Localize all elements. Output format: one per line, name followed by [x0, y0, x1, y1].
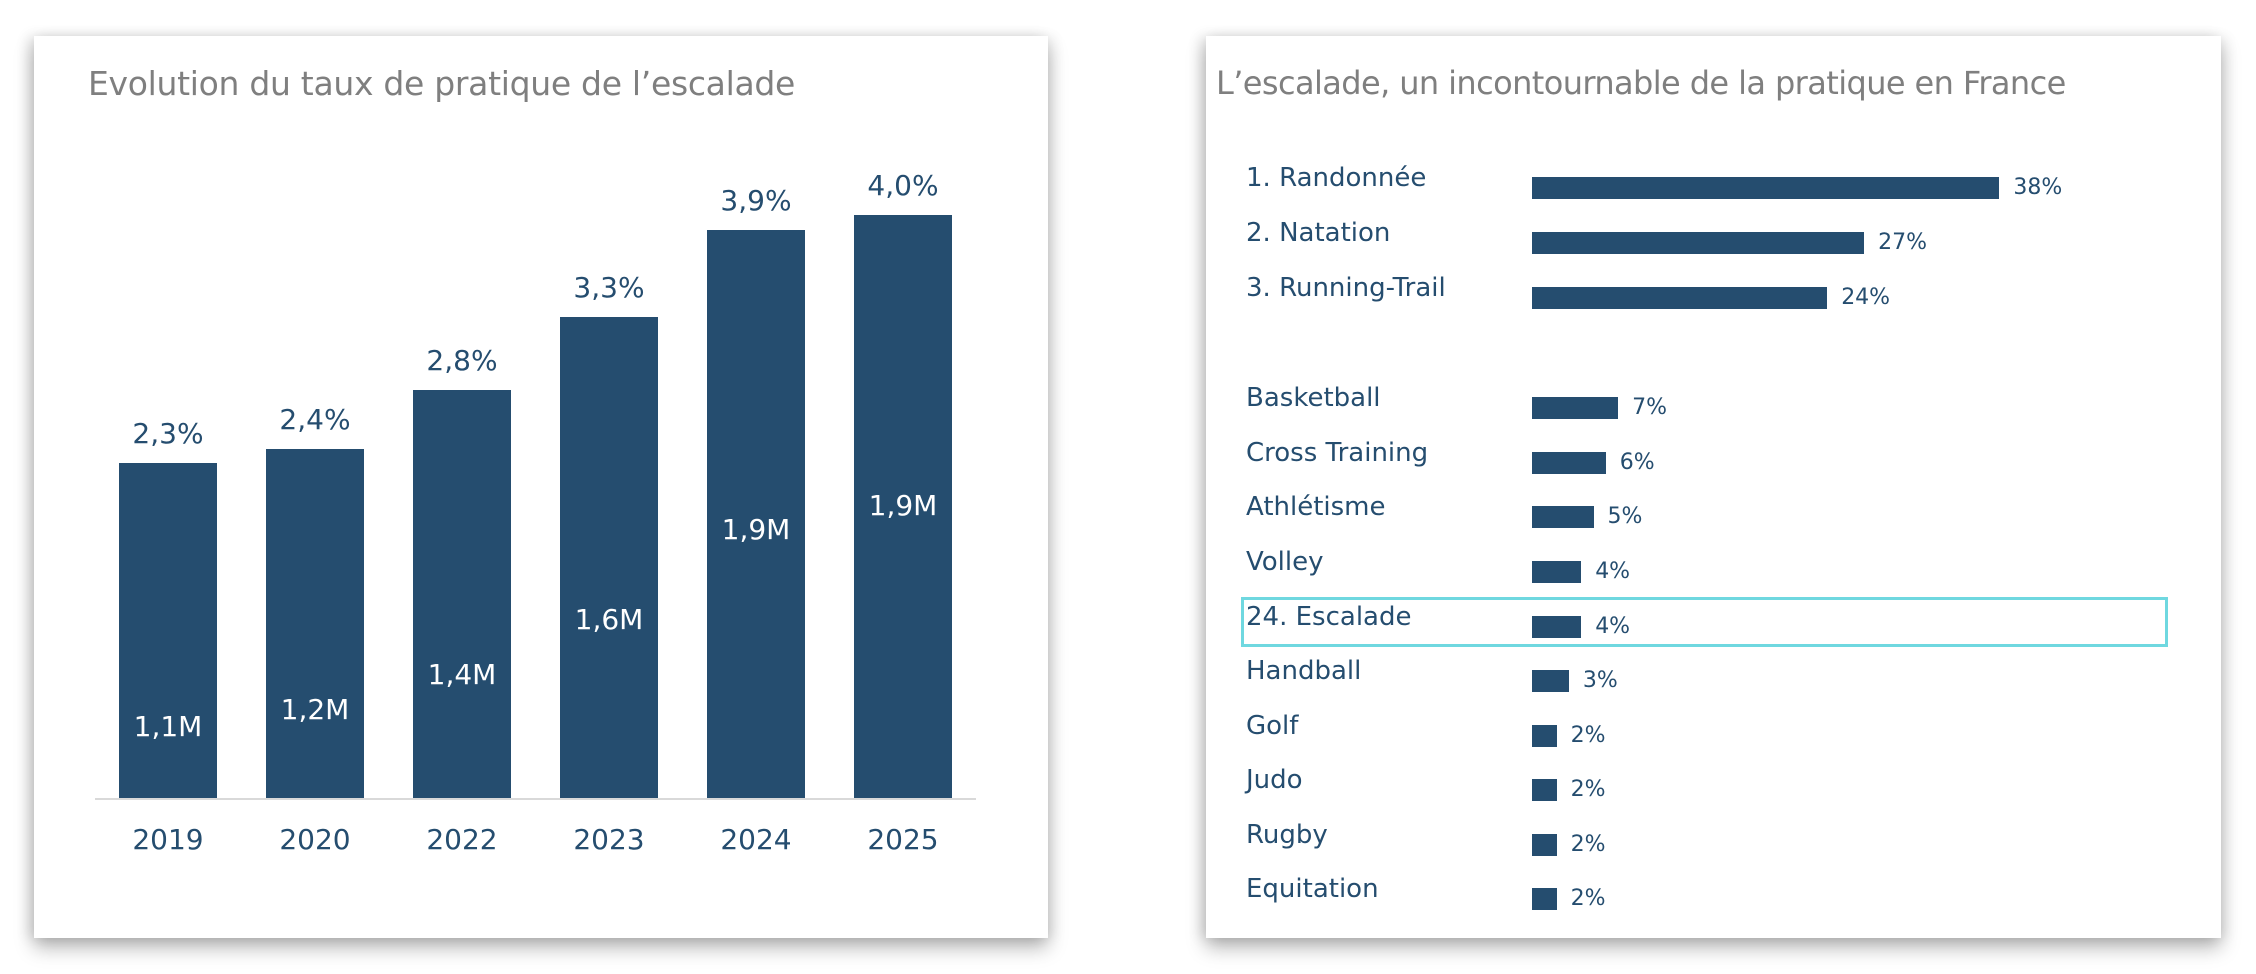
hbar-value-label: 2% [1570, 832, 1606, 857]
bar-value-label: 2,8% [426, 344, 498, 378]
sport-label: Golf [1246, 711, 1299, 741]
sport-label: Basketball [1246, 383, 1381, 413]
bar-2020 [266, 448, 364, 799]
sport-label: Volley [1246, 547, 1324, 577]
x-tick-label: 2019 [132, 823, 204, 856]
x-tick-label: 2024 [720, 823, 792, 856]
hbar-value-label: 5% [1607, 504, 1643, 529]
hbar-value-label: 27% [1878, 230, 1927, 255]
bar-value-label: 3,3% [573, 271, 645, 305]
hbar-value-label: 2% [1570, 777, 1606, 802]
x-axis-line [95, 798, 976, 800]
ranking-chart-card: L’escalade, un incontournable de la prat… [1206, 36, 2221, 938]
ranking-chart-title: L’escalade, un incontournable de la prat… [1216, 64, 2066, 102]
bar-inner-label: 1,9M [721, 513, 791, 547]
hbar-value-label: 2% [1570, 886, 1606, 911]
bar-value-label: 4,0% [867, 169, 939, 202]
hbar-golf [1532, 725, 1557, 747]
bar-2023 [560, 317, 658, 799]
hbar-value-label: 24% [1841, 285, 1891, 310]
sport-label: 2. Natation [1246, 218, 1391, 248]
bar-value-label: 3,9% [720, 183, 792, 217]
hbar-rugby [1532, 834, 1557, 856]
x-tick-label: 2023 [573, 823, 645, 856]
escalade-highlight-box [1241, 597, 2168, 647]
sport-label: 3. Running-Trail [1246, 273, 1446, 303]
evolution-chart-title: Evolution du taux de pratique de l’escal… [88, 64, 796, 103]
hbar-value-label: 6% [1619, 450, 1655, 475]
bar-value-label: 2,3% [132, 417, 204, 451]
hbar-volley [1532, 561, 1582, 583]
hbar-basketball [1532, 397, 1619, 419]
sport-label: Cross Training [1246, 438, 1429, 468]
x-tick-label: 2020 [279, 823, 351, 856]
bar-inner-label: 1,6M [574, 602, 644, 636]
hbar-value-label: 4% [1595, 559, 1631, 584]
sport-label: 1. Randonnée [1246, 163, 1427, 193]
hbar-cross-training [1532, 452, 1606, 474]
sport-label: Judo [1246, 765, 1303, 795]
bar-2022 [413, 390, 511, 799]
sport-label: 24. Escalade [1246, 602, 1412, 632]
sport-label: Rugby [1246, 820, 1328, 850]
bar-2024 [707, 229, 805, 799]
bar-inner-label: 1,2M [280, 693, 350, 727]
hbar-value-label: 3% [1582, 668, 1618, 693]
sport-label: Equitation [1246, 874, 1379, 904]
hbar-value-label: 4% [1595, 614, 1631, 639]
bar-inner-label: 1,4M [427, 658, 497, 692]
bar-value-label: 2,4% [279, 402, 351, 436]
sport-label: Handball [1246, 656, 1362, 686]
hbar-24-escalade [1532, 616, 1582, 638]
bar-2019 [119, 463, 217, 799]
hbar-2-natation [1532, 232, 1865, 254]
x-tick-label: 2025 [867, 823, 939, 856]
bar-inner-label: 1,1M [133, 710, 203, 744]
hbar-1-randonn-e [1532, 177, 2000, 199]
bar-inner-label: 1,9M [868, 489, 938, 522]
hbar-value-label: 7% [1632, 395, 1667, 420]
sport-label: Athlétisme [1246, 492, 1386, 522]
hbar-handball [1532, 670, 1569, 692]
hbar-athl-tisme [1532, 506, 1594, 528]
x-tick-label: 2022 [426, 823, 498, 856]
hbar-equitation [1532, 888, 1557, 910]
hbar-3-running-trail [1532, 287, 1828, 309]
evolution-chart-card: Evolution du taux de pratique de l’escal… [34, 36, 1048, 938]
hbar-value-label: 38% [2013, 175, 2063, 200]
hbar-judo [1532, 779, 1557, 801]
bar-2025 [854, 215, 952, 799]
hbar-value-label: 2% [1570, 723, 1606, 748]
